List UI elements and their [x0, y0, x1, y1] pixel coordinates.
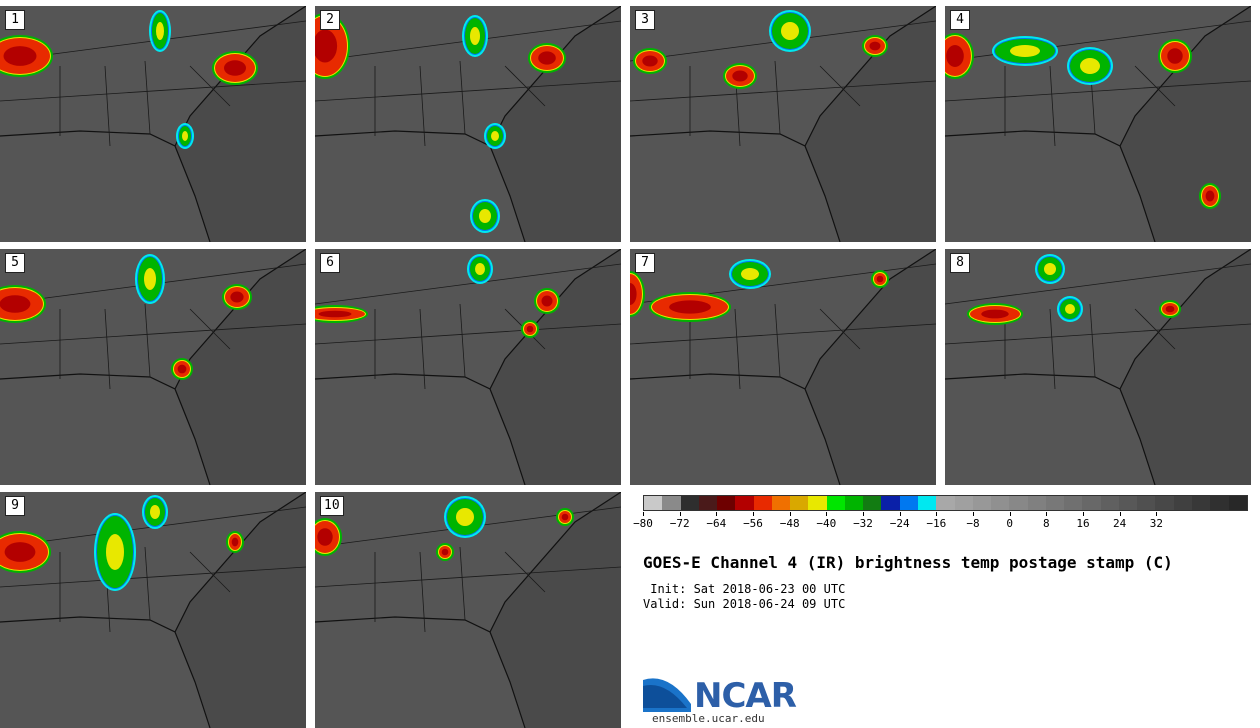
- postage-stamp-panel: 6: [315, 249, 621, 485]
- colorbar-swatch: [991, 496, 1010, 510]
- colorbar-swatch: [1118, 496, 1138, 510]
- colorbar-tick-label: −64: [706, 517, 727, 530]
- colorbar-swatch: [790, 496, 809, 510]
- colorbar-tick-label: −72: [669, 517, 690, 530]
- colorbar-swatch: [1173, 496, 1192, 510]
- colorbar-tick-label: −80: [633, 517, 653, 530]
- colorbar-swatch: [1210, 496, 1229, 510]
- colorbar-swatch: [808, 496, 827, 510]
- colorbar-swatch: [899, 496, 918, 510]
- valid-time: Valid: Sun 2018-06-24 09 UTC: [643, 597, 846, 611]
- figure-title: GOES-E Channel 4 (IR) brightness temp po…: [643, 553, 1173, 572]
- colorbar-swatch: [1191, 496, 1211, 510]
- colorbar-swatch: [954, 496, 973, 510]
- ncar-logo-icon: [643, 678, 691, 712]
- colorbar-swatch: [881, 496, 900, 510]
- colorbar-tick-label: −40: [816, 517, 837, 530]
- colorbar-swatch: [680, 496, 699, 510]
- postage-stamp-panel: 1: [0, 6, 306, 242]
- colorbar-swatch: [662, 496, 681, 510]
- panel-number: 6: [320, 253, 340, 273]
- colorbar-swatch: [1228, 496, 1247, 510]
- colorbar-tick-label: 16: [1076, 517, 1090, 530]
- colorbar-tick-label: −16: [926, 517, 947, 530]
- colorbar-tick-label: 32: [1149, 517, 1163, 530]
- postage-stamp-panel: 7: [630, 249, 936, 485]
- map-image: [315, 492, 621, 728]
- colorbar-swatch: [1045, 496, 1065, 510]
- postage-stamp-panel: 2: [315, 6, 621, 242]
- colorbar-swatch: [844, 496, 864, 510]
- logo-site: ensemble.ucar.edu: [652, 712, 765, 725]
- colorbar-swatch: [826, 496, 845, 510]
- colorbar-swatch: [917, 496, 937, 510]
- colorbar-swatch: [644, 496, 663, 510]
- colorbar-tick-label: 8: [1043, 517, 1050, 530]
- colorbar-swatch: [735, 496, 754, 510]
- logo-text: NCAR: [694, 676, 797, 716]
- panel-number: 8: [950, 253, 970, 273]
- colorbar-tick-label: −32: [853, 517, 873, 530]
- postage-stamp-panel: 3: [630, 6, 936, 242]
- panel-number: 9: [5, 496, 25, 516]
- postage-stamp-panel: 4: [945, 6, 1251, 242]
- map-image: [315, 249, 621, 485]
- panel-number: 7: [635, 253, 655, 273]
- panel-number: 3: [635, 10, 655, 30]
- map-image: [0, 6, 306, 242]
- map-image: [0, 492, 306, 728]
- colorbar-swatch: [863, 496, 882, 510]
- postage-stamp-panel: 9: [0, 492, 306, 728]
- colorbar-swatch: [717, 496, 736, 510]
- colorbar-swatch: [1137, 496, 1156, 510]
- colorbar-swatch: [1009, 496, 1028, 510]
- map-image: [630, 6, 936, 242]
- colorbar-swatch: [1064, 496, 1083, 510]
- init-time: Init: Sat 2018-06-23 00 UTC: [643, 582, 846, 596]
- panel-number: 1: [5, 10, 25, 30]
- colorbar-swatch: [972, 496, 992, 510]
- postage-stamp-panel: 10: [315, 492, 621, 728]
- panel-number: 5: [5, 253, 25, 273]
- colorbar-tick-label: 24: [1113, 517, 1127, 530]
- colorbar-tick-label: −48: [779, 517, 800, 530]
- colorbar-tick-label: 0: [1006, 517, 1013, 530]
- map-image: [945, 6, 1251, 242]
- map-image: [0, 249, 306, 485]
- colorbar-swatch: [753, 496, 772, 510]
- colorbar-tick-label: −8: [966, 517, 980, 530]
- colorbar-ticks: −80 −72 −64 −56 −48 −40 −32 −24 −16 −8 0 8 16 24 32: [633, 512, 1248, 532]
- map-image: [945, 249, 1251, 485]
- colorbar-swatch: [936, 496, 955, 510]
- colorbar-swatch: [1155, 496, 1174, 510]
- panel-number: 2: [320, 10, 340, 30]
- postage-stamp-panel: 8: [945, 249, 1251, 485]
- panel-number: 4: [950, 10, 970, 30]
- map-image: [315, 6, 621, 242]
- colorbar: [643, 495, 1248, 511]
- colorbar-tick-label: −56: [743, 517, 763, 530]
- colorbar-swatch: [771, 496, 791, 510]
- colorbar-swatch: [1082, 496, 1101, 510]
- colorbar-swatch: [1100, 496, 1119, 510]
- map-image: [630, 249, 936, 485]
- postage-stamp-panel: 5: [0, 249, 306, 485]
- colorbar-tick-label: −24: [889, 517, 910, 530]
- panel-number: 10: [320, 496, 344, 516]
- colorbar-swatch: [698, 496, 718, 510]
- colorbar-swatch: [1027, 496, 1046, 510]
